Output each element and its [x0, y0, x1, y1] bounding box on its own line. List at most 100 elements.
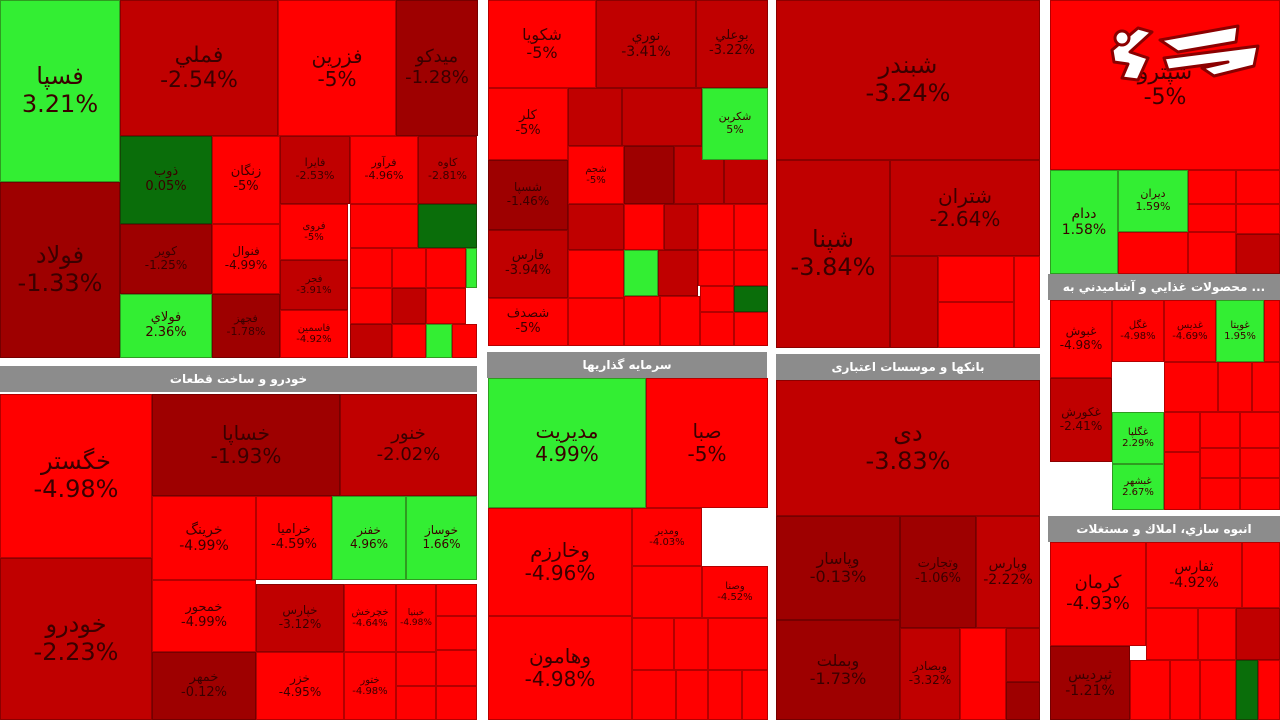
tile-change-label: -3.32%	[908, 673, 952, 687]
tile-symbol-label: وخارزم	[530, 538, 590, 562]
treemap-tile[interactable]: وصنا -4.52%	[702, 566, 768, 618]
treemap-tile[interactable]: خبنیا -4.98%	[396, 584, 436, 652]
treemap-tile[interactable]: غگلپا 2.29%	[1112, 412, 1164, 464]
treemap-tile[interactable]: شصدف -5%	[488, 298, 568, 346]
sector-header-banks: بانکها و موسسات اعتباری	[776, 354, 1040, 380]
treemap-tile[interactable]: غکورش -2.41%	[1050, 378, 1112, 462]
treemap-tile[interactable]: خراميا -4.59%	[256, 496, 332, 580]
treemap-tile[interactable]: فاسمين -4.92%	[280, 310, 348, 358]
treemap-tile[interactable]: شسپا -1.46%	[488, 160, 568, 230]
tile-change-label: -5%	[317, 67, 357, 91]
tile-symbol-label: خنور	[391, 423, 426, 445]
treemap-tile[interactable]: کلر -5%	[488, 88, 568, 160]
treemap-tile[interactable]: غبوش -4.98%	[1050, 300, 1112, 378]
treemap-tile[interactable]: وپارس -2.22%	[976, 516, 1040, 628]
treemap-tile[interactable]: غویتا 1.95%	[1216, 300, 1264, 362]
tile-change-label: -2.64%	[929, 207, 1001, 231]
treemap-tile[interactable]: خوساز 1.66%	[406, 496, 477, 580]
tile-symbol-label: کرمان	[1074, 572, 1122, 594]
treemap-filler-cell	[624, 146, 674, 204]
treemap-tile[interactable]: خمهر -0.12%	[152, 652, 256, 720]
treemap-filler-cell	[1200, 412, 1240, 448]
treemap-tile[interactable]: بوعلي -3.22%	[696, 0, 768, 88]
treemap-tile[interactable]: فسپا 3.21%	[0, 0, 120, 182]
treemap-filler-cell	[1236, 234, 1280, 274]
tile-change-label: -4.64%	[352, 618, 388, 629]
treemap-tile[interactable]: ذوب 0.05%	[120, 136, 212, 224]
treemap-tile[interactable]: ختور -4.98%	[344, 652, 396, 720]
tile-symbol-label: وصنا	[725, 580, 745, 592]
tile-symbol-label: شپنا	[812, 225, 854, 254]
treemap-filler-cell	[1170, 660, 1200, 720]
treemap-tile[interactable]: غگل -4.98%	[1112, 300, 1164, 362]
treemap-tile[interactable]: فملي -2.54%	[120, 0, 278, 136]
treemap-tile[interactable]: ومدیر -4.03%	[632, 508, 702, 566]
treemap-tile[interactable]: فزرین -5%	[278, 0, 396, 136]
treemap-tile[interactable]: مدیریت 4.99%	[488, 378, 646, 508]
treemap-filler-cell	[1200, 660, 1236, 720]
treemap-tile[interactable]: کرمان -4.93%	[1050, 542, 1146, 646]
treemap-tile[interactable]: زنگان -5%	[212, 136, 280, 224]
treemap-tile[interactable]: خپارس -3.12%	[256, 584, 344, 652]
treemap-tile[interactable]: فجر -3.91%	[280, 260, 348, 310]
treemap-tile[interactable]: نوري -3.41%	[596, 0, 696, 88]
treemap-tile[interactable]: شکویا -5%	[488, 0, 596, 88]
treemap-tile[interactable]: کاوه -2.81%	[418, 136, 477, 204]
treemap-tile[interactable]: دیران 1.59%	[1118, 170, 1188, 232]
treemap-tile[interactable]: خچرخش -4.64%	[344, 584, 396, 652]
tile-change-label: -3.83%	[865, 447, 951, 475]
treemap-tile[interactable]: میدکو -1.28%	[396, 0, 478, 136]
tile-change-label: -4.95%	[278, 685, 322, 699]
treemap-tile[interactable]: فارس -3.94%	[488, 230, 568, 298]
treemap-tile[interactable]: وهامون -4.98%	[488, 616, 632, 720]
tile-change-label: -5%	[515, 123, 541, 138]
tile-symbol-label: فجر	[305, 273, 323, 285]
treemap-tile[interactable]: ددام 1.58%	[1050, 170, 1118, 274]
treemap-tile[interactable]: فنوال -4.99%	[212, 224, 280, 294]
treemap-tile[interactable]: خرینگ -4.99%	[152, 496, 256, 580]
treemap-filler-cell	[624, 296, 660, 346]
treemap-tile[interactable]: دی -3.83%	[776, 380, 1040, 516]
treemap-tile[interactable]: وبصادر -3.32%	[900, 628, 960, 720]
tile-change-label: -2.02%	[376, 444, 441, 465]
tile-symbol-label: غدیس	[1176, 319, 1203, 331]
treemap-tile[interactable]: فولاي 2.36%	[120, 294, 212, 358]
tile-change-label: -5%	[515, 321, 541, 336]
treemap-filler-cell	[1240, 412, 1280, 448]
treemap-filler-cell	[1264, 300, 1280, 362]
treemap-tile[interactable]: خفنر 4.96%	[332, 496, 406, 580]
treemap-tile[interactable]: فجهز -1.78%	[212, 294, 280, 358]
treemap-tile[interactable]: خزر -4.95%	[256, 652, 344, 720]
treemap-tile[interactable]: خودرو -2.23%	[0, 558, 152, 720]
treemap-tile[interactable]: صبا -5%	[646, 378, 768, 508]
treemap-tile[interactable]: وتجارت -1.06%	[900, 516, 976, 628]
treemap-tile[interactable]: وبملت -1.73%	[776, 620, 900, 720]
treemap-filler-cell	[396, 652, 436, 686]
treemap-tile[interactable]: خنور -2.02%	[340, 394, 477, 496]
tile-symbol-label: صبا	[692, 419, 722, 443]
treemap-tile[interactable]: فولاد -1.33%	[0, 182, 120, 358]
treemap-tile[interactable]: خمحور -4.99%	[152, 580, 256, 652]
treemap-tile[interactable]: شتران -2.64%	[890, 160, 1040, 256]
treemap-filler-cell	[436, 650, 477, 686]
treemap-tile[interactable]: شبندر -3.24%	[776, 0, 1040, 160]
treemap-filler-cell	[708, 670, 742, 720]
treemap-tile[interactable]: غدیس -4.69%	[1164, 300, 1216, 362]
treemap-tile[interactable]: وخارزم -4.96%	[488, 508, 632, 616]
treemap-tile[interactable]: ثپردیس -1.21%	[1050, 646, 1130, 720]
treemap-tile[interactable]: فرآور -4.96%	[350, 136, 418, 204]
treemap-tile[interactable]: شپنا -3.84%	[776, 160, 890, 348]
treemap-tile[interactable]: شکربن 5%	[702, 88, 768, 160]
treemap-tile[interactable]: غبشهر 2.67%	[1112, 464, 1164, 510]
treemap-tile[interactable]: خگستر -4.98%	[0, 394, 152, 558]
treemap-tile[interactable]: کویر -1.25%	[120, 224, 212, 294]
treemap-tile[interactable]: شجم -5%	[568, 146, 624, 204]
treemap-tile[interactable]: ثفارس -4.92%	[1146, 542, 1242, 608]
treemap-tile[interactable]: خساپا -1.93%	[152, 394, 340, 496]
tile-symbol-label: خبنیا	[407, 607, 425, 618]
treemap-tile[interactable]: وپاسار -0.13%	[776, 516, 900, 620]
treemap-tile[interactable]: فروی -5%	[280, 204, 348, 260]
treemap-tile[interactable]: فايرا -2.53%	[280, 136, 350, 204]
tile-symbol-label: کاوه	[437, 156, 458, 170]
tile-change-label: -1.28%	[405, 67, 469, 88]
